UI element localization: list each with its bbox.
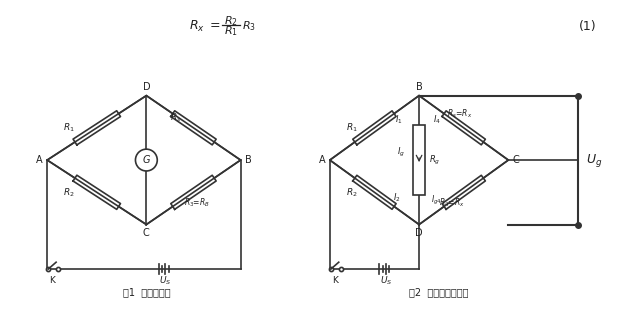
Text: $R_3$: $R_3$: [242, 19, 255, 33]
Text: A: A: [319, 155, 325, 165]
Text: C: C: [143, 228, 150, 239]
Text: $R_x\ =\ $: $R_x\ =\ $: [188, 19, 221, 34]
Text: $R_4$=$R_x$: $R_4$=$R_x$: [439, 196, 465, 209]
Text: $R_s$=$R_x$: $R_s$=$R_x$: [447, 107, 472, 120]
Text: A: A: [36, 155, 43, 165]
Text: $R_1$: $R_1$: [345, 121, 358, 134]
Text: $R_g$: $R_g$: [429, 153, 440, 166]
Text: $R_2$: $R_2$: [346, 187, 357, 199]
Text: G: G: [143, 155, 150, 165]
Text: $\mathit{U_g}$: $\mathit{U_g}$: [586, 151, 602, 169]
Text: $R_2$: $R_2$: [224, 14, 237, 28]
Text: $I_4$: $I_4$: [433, 114, 441, 126]
Text: 图2  平衡电桥原理图: 图2 平衡电桥原理图: [409, 287, 468, 297]
Text: (1): (1): [579, 20, 596, 33]
Text: D: D: [415, 228, 423, 239]
Circle shape: [135, 149, 157, 171]
Text: $R_1$: $R_1$: [224, 24, 238, 38]
Text: $I_{g4}$: $I_{g4}$: [431, 194, 442, 207]
Text: $R_1$: $R_1$: [63, 121, 75, 134]
Text: K: K: [332, 276, 337, 284]
Text: B: B: [245, 155, 252, 165]
Text: $R_3$=$R_B$: $R_3$=$R_B$: [184, 196, 210, 209]
Text: $U_S$: $U_S$: [159, 275, 172, 287]
Text: C: C: [513, 155, 520, 165]
Text: D: D: [143, 82, 150, 92]
Text: $R_s$: $R_s$: [171, 111, 182, 124]
Text: $U_S$: $U_S$: [380, 275, 392, 287]
Text: 图1  惠斯登电桥: 图1 惠斯登电桥: [122, 287, 170, 297]
Text: K: K: [49, 276, 55, 284]
Text: $R_2$: $R_2$: [63, 187, 75, 199]
Text: $I_1$: $I_1$: [396, 114, 403, 126]
Text: $I_2$: $I_2$: [394, 191, 401, 203]
Text: B: B: [416, 82, 423, 92]
Bar: [413, 125, 425, 195]
Text: $I_g$: $I_g$: [397, 146, 405, 159]
